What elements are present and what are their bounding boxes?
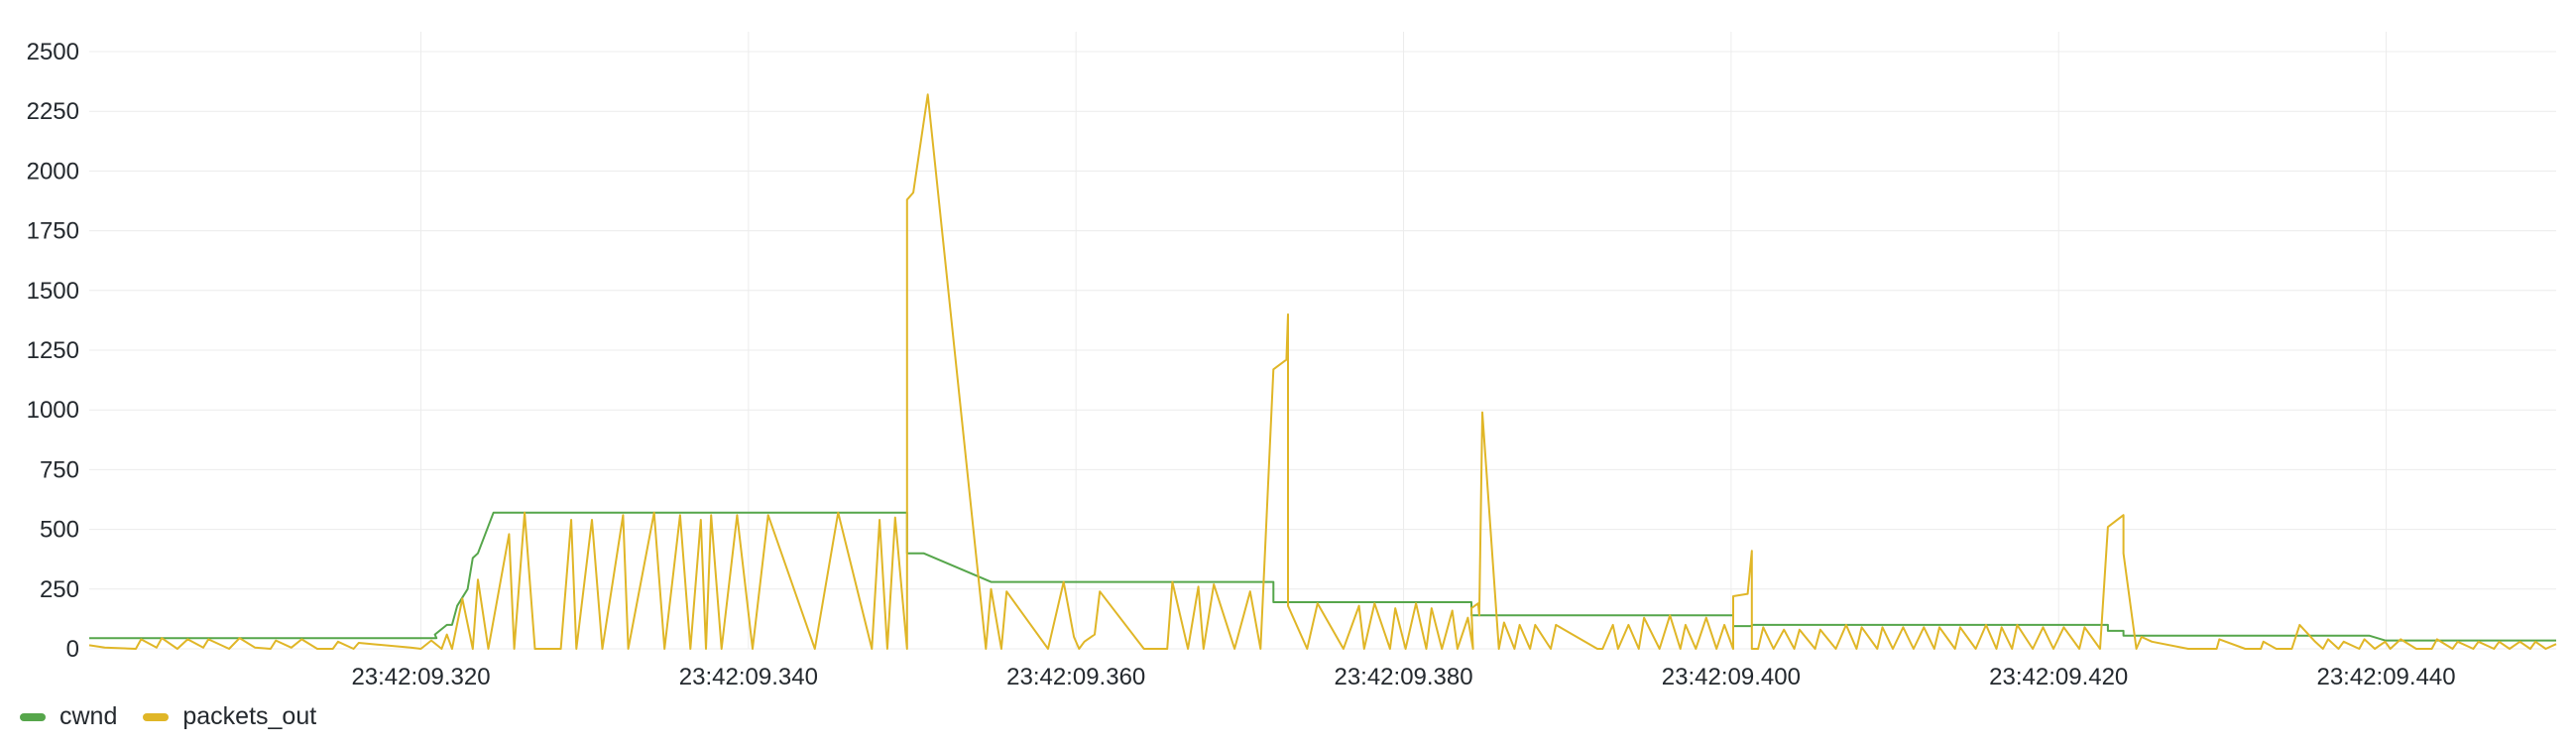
y-tick-label: 1250 <box>27 337 79 364</box>
x-tick-label: 23:42:09.440 <box>2316 664 2455 690</box>
legend-item-cwnd[interactable]: cwnd <box>20 702 117 731</box>
x-axis: 23:42:09.320 23:42:09.340 23:42:09.360 23:4… <box>351 664 2455 690</box>
grid <box>89 32 2556 650</box>
x-tick-label: 23:42:09.400 <box>1662 664 1801 690</box>
y-tick-label: 750 <box>40 456 79 483</box>
series-line-packets-out[interactable] <box>88 93 2557 650</box>
x-tick-label: 23:42:09.340 <box>679 664 818 690</box>
x-tick-label: 23:42:09.420 <box>1989 664 2128 690</box>
x-tick-label: 23:42:09.380 <box>1334 664 1472 690</box>
y-tick-label: 0 <box>66 636 79 663</box>
y-tick-label: 2000 <box>27 158 79 185</box>
y-tick-label: 1000 <box>27 397 79 424</box>
x-tick-label: 23:42:09.320 <box>351 664 490 690</box>
y-tick-label: 1750 <box>27 218 79 245</box>
y-tick-label: 1500 <box>27 278 79 305</box>
legend-label-cwnd: cwnd <box>59 702 118 730</box>
y-axis: 0 250 500 750 1000 1250 1500 1750 2000 2250 2500 <box>27 39 79 663</box>
legend-item-packets-out[interactable]: packets_out <box>143 702 316 731</box>
y-tick-label: 2250 <box>27 98 79 125</box>
x-tick-label: 23:42:09.360 <box>1006 664 1145 690</box>
legend-label-packets-out: packets_out <box>182 702 317 730</box>
series-line-cwnd[interactable] <box>89 511 2556 642</box>
y-tick-label: 2500 <box>27 39 79 65</box>
legend-swatch-packets-out <box>143 712 170 721</box>
y-tick-label: 250 <box>40 576 79 603</box>
y-tick-label: 500 <box>40 517 79 544</box>
line-chart[interactable]: 0 250 500 750 1000 1250 1500 1750 2000 2250 2500 2… <box>0 0 2576 694</box>
legend: cwnd packets_out <box>20 702 316 731</box>
legend-swatch-cwnd <box>20 712 46 721</box>
series-lines[interactable] <box>88 93 2557 650</box>
